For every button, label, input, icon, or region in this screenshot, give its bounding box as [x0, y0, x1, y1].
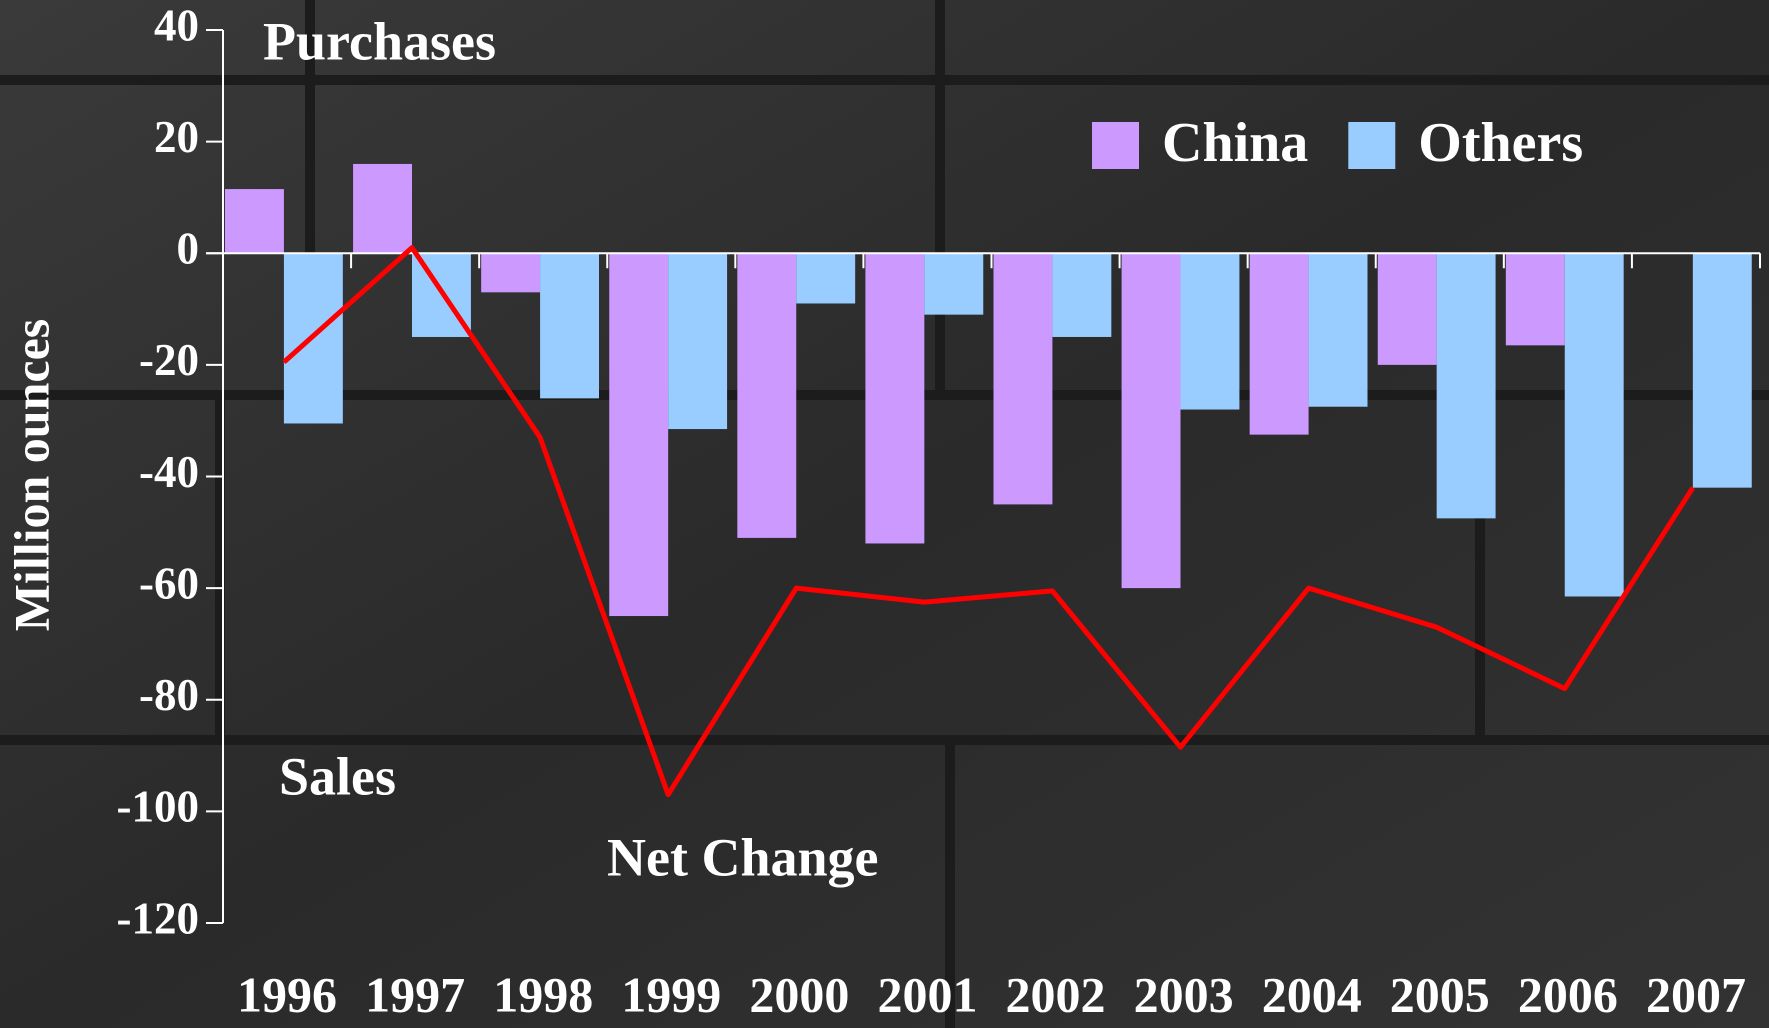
y-tick-label: 20: [154, 112, 199, 162]
legend-swatch: [1092, 122, 1139, 169]
bar: [737, 253, 797, 538]
y-tick-label: 0: [177, 224, 200, 274]
bar: [1436, 253, 1496, 519]
x-tick-label: 2001: [877, 966, 977, 1022]
x-tick-label: 2000: [749, 966, 849, 1022]
bar: [353, 163, 413, 254]
x-tick-label: 1999: [621, 966, 721, 1022]
y-tick-label: -60: [139, 558, 199, 608]
x-tick-label: 2007: [1646, 966, 1746, 1022]
bar: [1308, 253, 1368, 407]
bar: [993, 253, 1053, 505]
x-tick-label: 2004: [1262, 966, 1362, 1022]
x-tick-label: 2006: [1518, 966, 1618, 1022]
bar: [609, 253, 669, 617]
x-tick-label: 2002: [1006, 966, 1106, 1022]
bar: [1052, 253, 1112, 337]
y-tick-label: 40: [154, 0, 199, 50]
bar: [540, 253, 600, 399]
y-tick-label: -40: [139, 447, 199, 497]
x-tick-label: 2005: [1390, 966, 1490, 1022]
legend-label: China: [1162, 112, 1308, 174]
bar: [225, 189, 284, 254]
bar: [1249, 253, 1309, 435]
y-tick-label: -80: [139, 670, 199, 720]
bar: [1564, 253, 1624, 597]
bar: [865, 253, 925, 544]
x-tick-label: 1997: [365, 966, 465, 1022]
bar: [1180, 253, 1240, 410]
y-tick-label: -120: [117, 893, 200, 943]
bar: [796, 253, 856, 304]
y-tick-label: -20: [139, 335, 199, 385]
legend-swatch: [1348, 122, 1396, 169]
x-tick-label: 1996: [237, 966, 337, 1022]
annotation: Purchases: [263, 11, 496, 71]
y-axis-label: Million ounces: [3, 319, 59, 632]
y-tick-label: -100: [117, 782, 200, 832]
bar: [1692, 253, 1752, 488]
bar: [1505, 253, 1565, 346]
bar: [924, 253, 984, 315]
x-tick-label: 1998: [493, 966, 593, 1022]
bar: [481, 253, 541, 293]
annotation: Sales: [279, 746, 396, 806]
bar: [1121, 253, 1181, 589]
legend-label: Others: [1418, 112, 1583, 174]
bar: [668, 253, 728, 430]
x-tick-label: 2003: [1134, 966, 1234, 1022]
line: [282, 245, 1695, 798]
annotation: Net Change: [607, 827, 878, 887]
bar: [1377, 253, 1437, 365]
